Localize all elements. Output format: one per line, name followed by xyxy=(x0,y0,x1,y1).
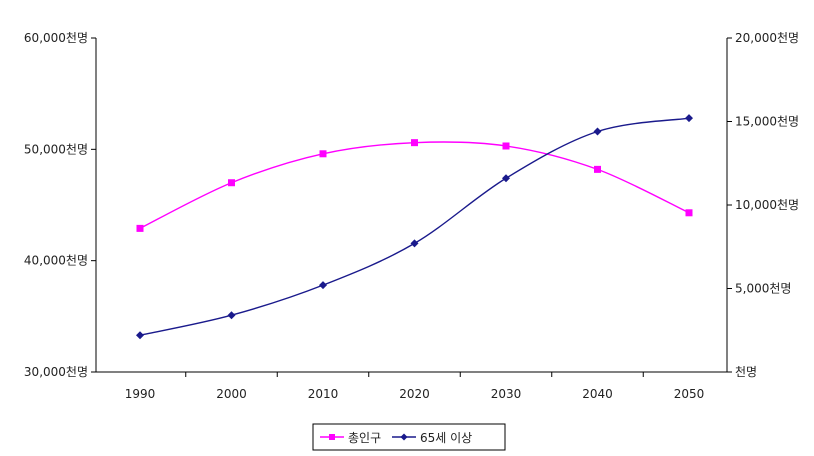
data-point-total xyxy=(594,165,601,173)
legend-marker-total xyxy=(329,434,335,440)
data-point-total xyxy=(685,209,693,217)
y-right-tick-label: 10,000천명 xyxy=(735,197,799,212)
y-right-tick-label: 20,000천명 xyxy=(735,30,799,45)
x-tick-label: 2010 xyxy=(308,387,339,401)
x-tick-label: 2000 xyxy=(216,387,247,401)
legend-marker-elderly xyxy=(400,433,408,441)
x-tick-label: 2020 xyxy=(399,387,430,401)
y-left-tick-label: 30,000천명 xyxy=(24,364,88,379)
data-point-elderly xyxy=(685,114,693,123)
x-tick-label: 1990 xyxy=(125,387,156,401)
x-tick-label: 2040 xyxy=(582,387,613,401)
legend: 총인구 65세 이상 xyxy=(312,423,506,451)
x-tick-label: 2030 xyxy=(491,387,522,401)
data-point-elderly xyxy=(227,311,236,320)
data-point-total xyxy=(411,139,418,147)
data-point-total xyxy=(502,142,510,150)
data-point-total xyxy=(136,224,144,232)
y-right-tick-label: 5,000천명 xyxy=(735,281,791,296)
y-left-tick-label: 50,000천명 xyxy=(24,141,88,156)
data-point-elderly xyxy=(410,239,419,248)
data-point-total xyxy=(228,179,235,187)
data-point-elderly xyxy=(136,331,144,340)
data-point-total xyxy=(319,150,327,158)
series-layer xyxy=(136,114,693,340)
series-line-0 xyxy=(139,141,690,230)
data-point-elderly xyxy=(593,127,602,136)
y-left-tick-label: 40,000천명 xyxy=(24,253,88,268)
legend-label-total: 총인구 xyxy=(348,431,381,445)
y-right-tick-label: 15,000천명 xyxy=(735,114,799,129)
y-right-tick-label: 천명 xyxy=(735,364,757,379)
series-line-1 xyxy=(139,117,690,336)
data-point-elderly xyxy=(502,174,510,183)
legend-label-elderly: 65세 이상 xyxy=(420,431,472,445)
y-left-tick-label: 60,000천명 xyxy=(24,30,88,45)
x-tick-label: 2050 xyxy=(674,387,705,401)
data-point-elderly xyxy=(319,281,327,290)
